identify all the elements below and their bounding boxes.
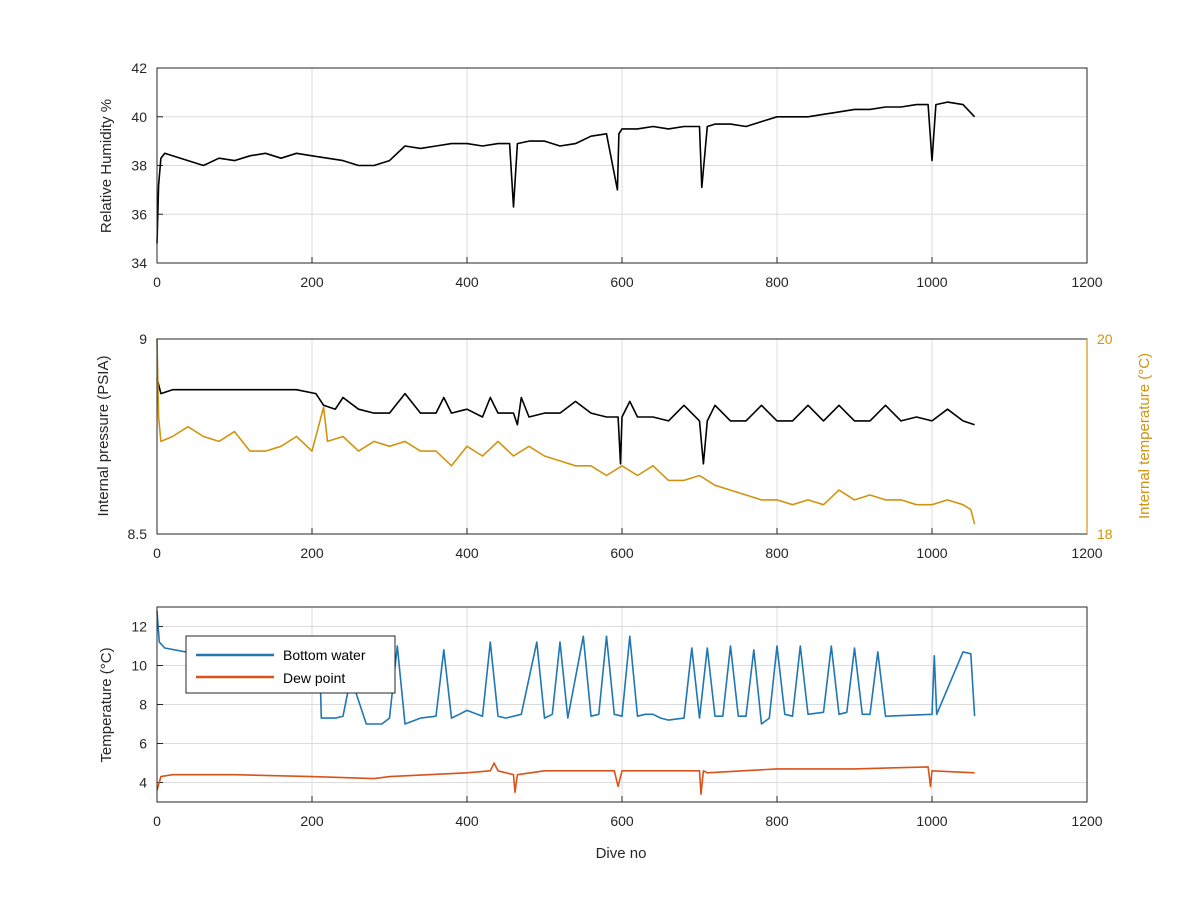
x-tick-label: 800 — [765, 813, 789, 829]
x-tick-label: 1000 — [916, 545, 947, 561]
x-tick-label: 1200 — [1071, 813, 1102, 829]
x-tick-label: 600 — [610, 813, 634, 829]
humidity-y-label: Relative Humidity % — [98, 99, 115, 233]
axes-box — [156, 606, 1088, 803]
temperature-panel: Temperature (°C) Dive no 0 200 400 600 800 10… — [98, 606, 1103, 862]
legend: Bottom water Dew point — [185, 635, 396, 694]
y-tick-label: 9 — [139, 331, 147, 347]
x-tick-label: 200 — [300, 545, 324, 561]
x-tick-label: 400 — [455, 274, 479, 290]
series-line-series-0 — [156, 101, 976, 244]
temperature-x-label: Dive no — [596, 845, 647, 862]
legend-box — [185, 635, 396, 694]
y-tick-label: 6 — [139, 736, 147, 752]
y-tick-label: 8.5 — [128, 526, 148, 542]
y-tick-label: 40 — [131, 109, 147, 125]
internal-temperature-y-label: Internal temperature (°C) — [1136, 353, 1153, 519]
legend-label-bottom-water: Bottom water — [283, 647, 366, 663]
x-tick-label: 1200 — [1071, 545, 1102, 561]
series-line-bottom-water — [156, 610, 976, 725]
series-line-dew-point — [156, 762, 975, 796]
x-tick-label: 400 — [455, 813, 479, 829]
temperature-y-label: Temperature (°C) — [98, 647, 115, 762]
axes-box — [156, 67, 1088, 264]
y-tick-label: 4 — [139, 775, 147, 791]
x-tick-label: 0 — [153, 545, 161, 561]
humidity-panel: Relative Humidity % 0 200 400 600 800 1000 120… — [98, 60, 1103, 290]
x-tick-label: 0 — [153, 274, 161, 290]
pressure-temperature-panel: Internal pressure (PSIA) Internal temper… — [95, 331, 1153, 561]
y-right-tick-label: 18 — [1097, 526, 1113, 542]
y-tick-label: 8 — [139, 697, 147, 713]
x-tick-label: 600 — [610, 274, 634, 290]
pressure-y-label: Internal pressure (PSIA) — [95, 356, 112, 517]
y-tick-label: 38 — [131, 158, 147, 174]
y-tick-label: 12 — [131, 619, 147, 635]
legend-label-dew-point: Dew point — [283, 670, 345, 686]
x-tick-label: 1000 — [916, 813, 947, 829]
y-tick-label: 42 — [131, 60, 147, 76]
x-tick-label: 400 — [455, 545, 479, 561]
series-line-series-0 — [156, 377, 975, 465]
y-tick-label: 34 — [131, 255, 147, 271]
x-tick-label: 0 — [153, 813, 161, 829]
x-tick-label: 1000 — [916, 274, 947, 290]
grid — [156, 67, 1088, 264]
x-tick-label: 800 — [765, 545, 789, 561]
y-tick-label: 36 — [131, 206, 147, 222]
y-tick-label: 10 — [131, 658, 147, 674]
x-tick-label: 1200 — [1071, 274, 1102, 290]
series-line-series-1 — [156, 338, 976, 525]
x-tick-label: 200 — [300, 813, 324, 829]
x-tick-label: 600 — [610, 545, 634, 561]
x-tick-label: 800 — [765, 274, 789, 290]
y-right-tick-label: 20 — [1097, 331, 1113, 347]
x-tick-label: 200 — [300, 274, 324, 290]
